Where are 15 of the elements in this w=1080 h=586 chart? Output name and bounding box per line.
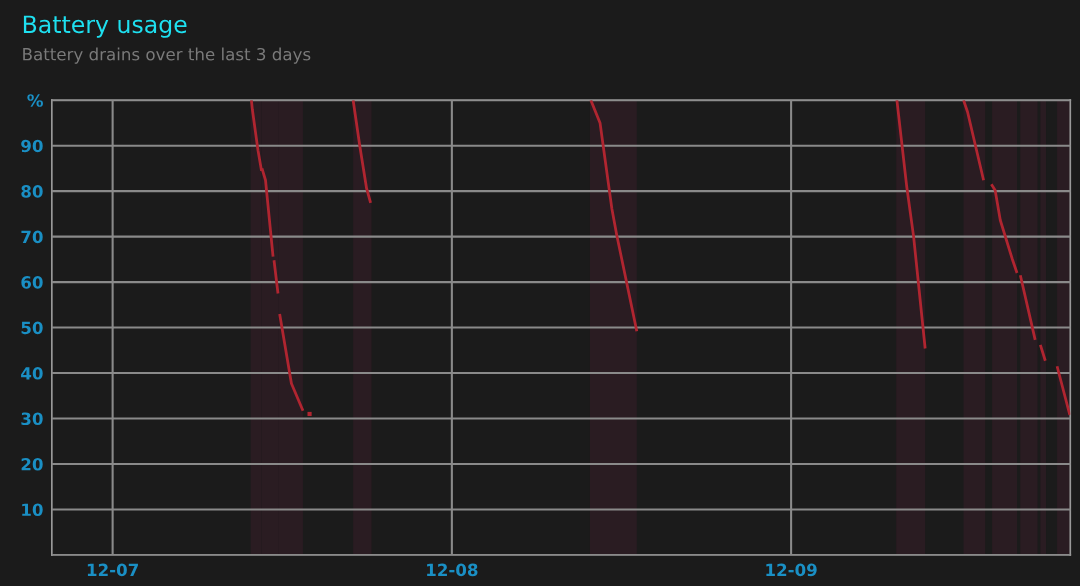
x-tick-label: 12-09 [766,563,817,577]
y-tick-label: 50 [21,321,43,335]
y-tick-label: 60 [21,276,43,289]
x-tick-label: 12-08 [427,563,478,577]
y-tick-label: 40 [21,367,43,380]
y-tick-label: 90 [21,139,43,153]
x-tick-label: 12-07 [87,563,138,577]
y-tick-label: 10 [22,503,43,517]
y-tick-label: 70 [21,230,43,244]
y-tick-label: % [27,94,43,107]
chart-subtitle: Battery drains over the last 3 days [23,47,311,64]
y-tick-label: 20 [21,457,43,471]
y-tick-label: 80 [21,185,43,198]
y-tick-label: 30 [21,412,43,426]
chart-title: Battery usage [23,15,187,38]
